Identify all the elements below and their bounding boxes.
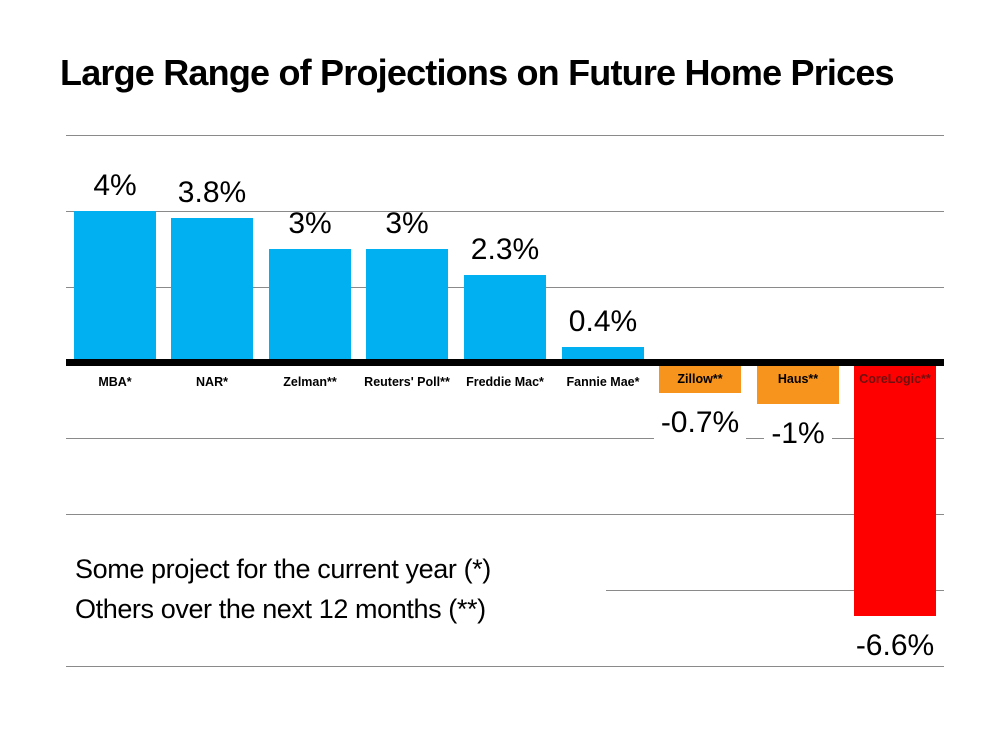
value-text: 0.4% <box>568 305 638 338</box>
value-text: 3.8% <box>177 176 247 209</box>
category-label-zelman: Zelman** <box>283 375 337 389</box>
value-label-zelman: 3% <box>210 207 410 241</box>
category-label-freddie-mac: Freddie Mac* <box>466 375 544 389</box>
value-text: -0.7% <box>653 406 747 440</box>
gridline--8pct <box>66 666 944 667</box>
value-label-zillow: -0.7% <box>600 406 800 440</box>
value-label-mba: 4% <box>15 169 215 203</box>
bar-zelman <box>269 249 351 363</box>
bar-nar <box>171 218 253 363</box>
category-label-haus: Haus** <box>777 372 819 386</box>
note-box: Some project for the current year (*) Ot… <box>66 542 606 637</box>
category-label-reuters-poll: Reuters' Poll** <box>364 375 450 389</box>
bar-mba <box>74 211 156 363</box>
value-label-fannie-mae: 0.4% <box>503 305 703 339</box>
bar-haus <box>757 366 839 404</box>
value-label-nar: 3.8% <box>112 176 312 210</box>
note-line-2: Others over the next 12 months (**) <box>75 594 486 624</box>
value-text: 4% <box>93 169 137 202</box>
category-label-fannie-mae: Fannie Mae* <box>566 375 640 389</box>
value-label-freddie-mac: 2.3% <box>405 233 605 267</box>
value-text: 3% <box>385 207 429 240</box>
bar-freddie-mac <box>464 275 546 363</box>
value-label-reuters-poll: 3% <box>307 207 507 241</box>
bar-zillow <box>659 366 741 393</box>
category-label-nar: NAR* <box>196 375 228 389</box>
value-text: 2.3% <box>470 233 540 266</box>
value-label-haus: -1% <box>698 417 898 451</box>
bar-reuters-poll <box>366 249 448 363</box>
value-text: -1% <box>764 417 832 451</box>
gridline--2pct <box>66 438 944 439</box>
category-label-zillow: Zillow** <box>677 372 723 386</box>
gridline-4pct <box>66 211 944 212</box>
value-label-corelogic: -6.6% <box>795 629 995 663</box>
category-label-corelogic: CoreLogic** <box>859 372 931 386</box>
gridline--4pct <box>66 514 944 515</box>
value-text: -6.6% <box>848 629 942 663</box>
gridline-6pct <box>66 135 944 136</box>
chart-title: Large Range of Projections on Future Hom… <box>60 52 895 93</box>
bar-corelogic <box>854 366 936 616</box>
note-line-1: Some project for the current year (*) <box>75 554 491 584</box>
x-axis-line <box>66 359 944 366</box>
value-text: 3% <box>288 207 332 240</box>
category-label-mba: MBA* <box>98 375 132 389</box>
